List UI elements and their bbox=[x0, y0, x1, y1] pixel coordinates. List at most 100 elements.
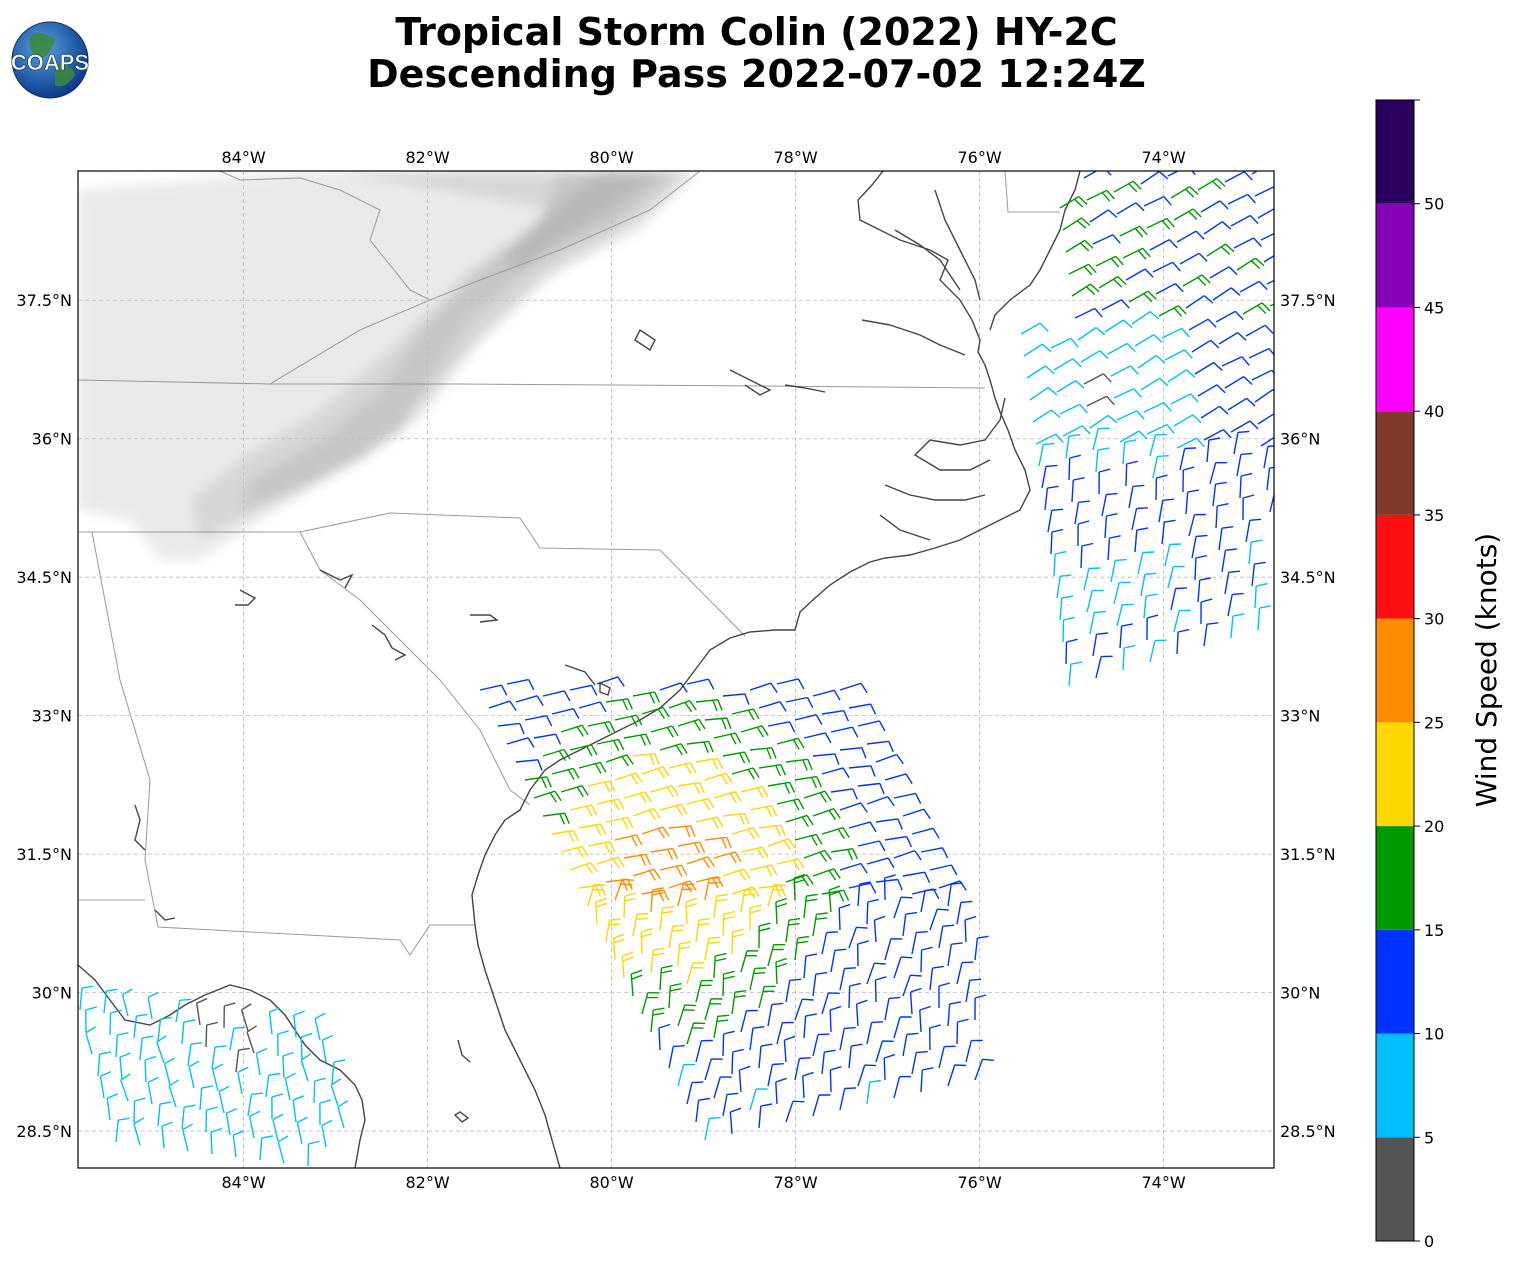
wind-barb bbox=[794, 998, 814, 1021]
wind-barb bbox=[1248, 347, 1274, 359]
wind-barb bbox=[641, 766, 670, 779]
wind-barb bbox=[677, 718, 706, 731]
wind-barb bbox=[812, 912, 828, 937]
wind-barb bbox=[839, 802, 868, 813]
wind-barb bbox=[614, 878, 634, 901]
wind-barb bbox=[187, 1042, 203, 1067]
wind-barb bbox=[1095, 447, 1110, 473]
lon-tick-label: 80°W bbox=[590, 148, 634, 167]
wind-barb bbox=[1092, 234, 1121, 245]
wind-barb bbox=[839, 682, 868, 694]
colorbar-tick-label: 30 bbox=[1424, 610, 1444, 629]
wind-barb bbox=[1089, 209, 1118, 223]
wind-barb bbox=[1236, 452, 1253, 477]
wind-barb bbox=[277, 1030, 289, 1057]
wind-barb bbox=[284, 1072, 296, 1101]
wind-barb bbox=[1218, 526, 1234, 551]
wind-barb bbox=[677, 1063, 696, 1087]
wind-barb bbox=[857, 1064, 877, 1087]
wind-barb bbox=[587, 720, 616, 734]
lon-tick-label: 74°W bbox=[1142, 148, 1186, 167]
wind-barb bbox=[1053, 550, 1067, 577]
wind-barb bbox=[569, 744, 598, 757]
wind-barb bbox=[1119, 623, 1133, 649]
wind-barb bbox=[695, 979, 713, 1003]
wind-barb bbox=[1110, 558, 1127, 583]
wind-barb bbox=[956, 961, 974, 985]
wind-barb bbox=[857, 881, 871, 907]
wind-barb bbox=[569, 684, 598, 696]
wind-barb bbox=[157, 1101, 172, 1127]
wind-barb bbox=[1089, 610, 1106, 635]
wind-barb bbox=[785, 874, 814, 887]
wind-barb bbox=[848, 765, 876, 777]
wind-barb bbox=[614, 834, 643, 847]
wind-barb bbox=[1200, 598, 1213, 625]
wind-barb bbox=[902, 911, 918, 937]
wind-barb bbox=[785, 696, 814, 709]
colorbar-segment bbox=[1376, 1137, 1414, 1241]
wind-barb bbox=[1065, 239, 1094, 253]
wind-barb bbox=[623, 733, 652, 746]
wind-barb bbox=[1218, 332, 1247, 345]
wind-barb bbox=[965, 978, 982, 1003]
wind-barb bbox=[659, 803, 688, 816]
wind-barb bbox=[713, 791, 742, 804]
wind-barb bbox=[300, 1032, 313, 1060]
colorbar-tick-label: 5 bbox=[1424, 1128, 1434, 1147]
colorbar-tick-label: 10 bbox=[1424, 1025, 1444, 1044]
wind-barb bbox=[713, 851, 742, 864]
wind-barb bbox=[1152, 455, 1169, 479]
wind-barb bbox=[1041, 464, 1058, 489]
wind-barb bbox=[331, 1059, 346, 1085]
map-frame bbox=[77, 170, 1275, 1169]
wind-barb bbox=[133, 1097, 146, 1124]
wind-barb bbox=[785, 978, 802, 1003]
wind-barb bbox=[848, 982, 861, 1009]
lat-tick-label: 28.5°N bbox=[16, 1122, 72, 1141]
colorbar-tick-label: 35 bbox=[1424, 506, 1444, 525]
lon-tick-label: 84°W bbox=[222, 1173, 266, 1192]
wind-barb bbox=[704, 772, 733, 785]
wind-barb bbox=[1110, 365, 1139, 377]
wind-barb bbox=[775, 957, 788, 985]
wind-barb bbox=[920, 888, 937, 913]
wind-barb bbox=[175, 998, 192, 1023]
wind-barb bbox=[205, 1021, 218, 1048]
wind-barb bbox=[758, 985, 776, 1009]
wind-barb bbox=[1080, 350, 1109, 363]
wind-barb bbox=[873, 915, 886, 943]
wind-barb bbox=[902, 871, 931, 883]
wind-barb bbox=[1176, 628, 1190, 655]
wind-barb bbox=[259, 1135, 274, 1161]
wind-barb bbox=[1074, 307, 1103, 319]
wind-barb bbox=[1227, 193, 1256, 205]
wind-barb bbox=[740, 888, 757, 913]
wind-barb bbox=[848, 703, 877, 715]
wind-barb bbox=[821, 710, 850, 722]
wind-barb bbox=[767, 944, 786, 967]
wind-barb bbox=[1140, 377, 1169, 391]
wind-barb bbox=[1161, 519, 1176, 545]
wind-barb bbox=[133, 1117, 145, 1146]
wind-barb bbox=[722, 1030, 735, 1057]
wind-barb bbox=[1056, 380, 1085, 393]
wind-barb bbox=[1074, 500, 1090, 525]
wind-barb bbox=[767, 838, 796, 851]
wind-barb bbox=[1179, 447, 1197, 471]
wind-barb bbox=[181, 1019, 196, 1045]
wind-barb bbox=[776, 798, 805, 811]
wind-barb bbox=[157, 1016, 172, 1042]
wind-barb bbox=[767, 1002, 784, 1027]
wind-barb bbox=[1251, 561, 1266, 587]
wind-barb bbox=[695, 1039, 713, 1063]
wind-barb bbox=[738, 1065, 751, 1093]
wind-barb bbox=[321, 1034, 333, 1063]
wind-barb bbox=[668, 983, 682, 1009]
wind-barb bbox=[218, 1085, 230, 1114]
wind-barb bbox=[596, 856, 625, 869]
wind-barb bbox=[1086, 589, 1104, 613]
wind-barb bbox=[874, 976, 887, 1003]
wind-barb bbox=[271, 1093, 284, 1120]
